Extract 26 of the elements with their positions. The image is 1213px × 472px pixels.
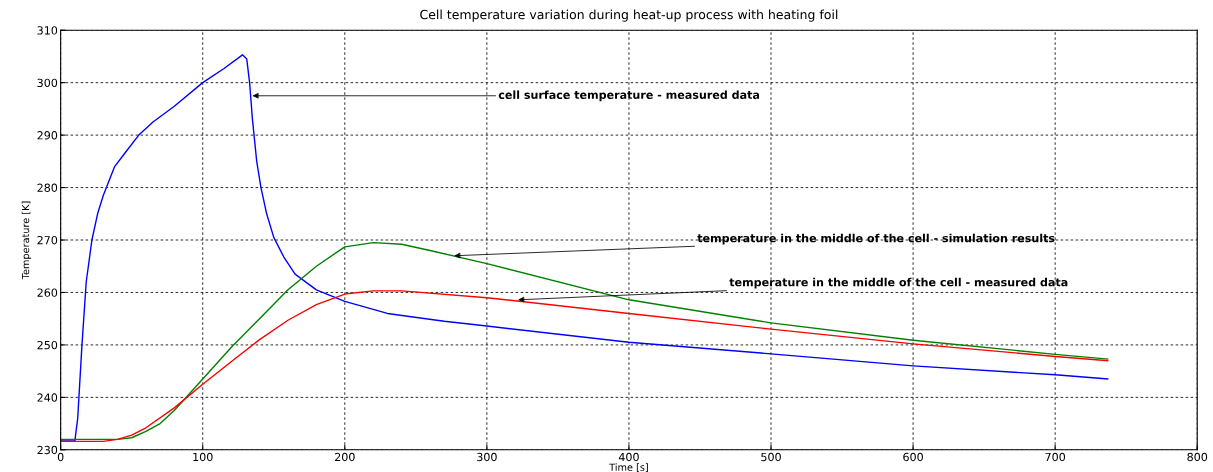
y-tick-label: 300 [37, 78, 58, 88]
x-tick-label: 800 [1187, 452, 1208, 462]
x-tick-label: 700 [1045, 452, 1066, 462]
y-tick-label: 250 [37, 340, 58, 350]
x-tick-label: 200 [335, 452, 355, 462]
y-tick-label: 240 [37, 393, 58, 402]
x-axis-title: Time [s] [609, 463, 648, 472]
x-tick-label: 400 [618, 452, 639, 462]
x-tick-label: 300 [477, 452, 497, 462]
y-tick-label: 280 [37, 183, 58, 192]
y-tick-label: 260 [37, 288, 58, 297]
x-tick-label: 0 [57, 452, 64, 462]
chart-title: Cell temperature variation during heat-up process with heating foil [420, 9, 838, 22]
annotation: temperature in the middle of the cell - measured data [729, 277, 1068, 289]
y-tick-label: 310 [37, 26, 58, 35]
annotation: temperature in the middle of the cell - simulation results [697, 233, 1055, 245]
y-tick-label: 290 [37, 131, 58, 140]
x-tick-label: 100 [193, 452, 213, 462]
x-tick-label: 600 [903, 452, 923, 462]
line-series [60, 290, 1109, 443]
y-axis-title: Temperature [K] [21, 201, 32, 280]
y-tick-label: 270 [37, 235, 58, 245]
x-tick-label: 500 [761, 452, 781, 462]
y-tick-label: 230 [37, 445, 58, 455]
line-series [60, 54, 1109, 442]
annotation: cell surface temperature - measured data [498, 90, 760, 102]
